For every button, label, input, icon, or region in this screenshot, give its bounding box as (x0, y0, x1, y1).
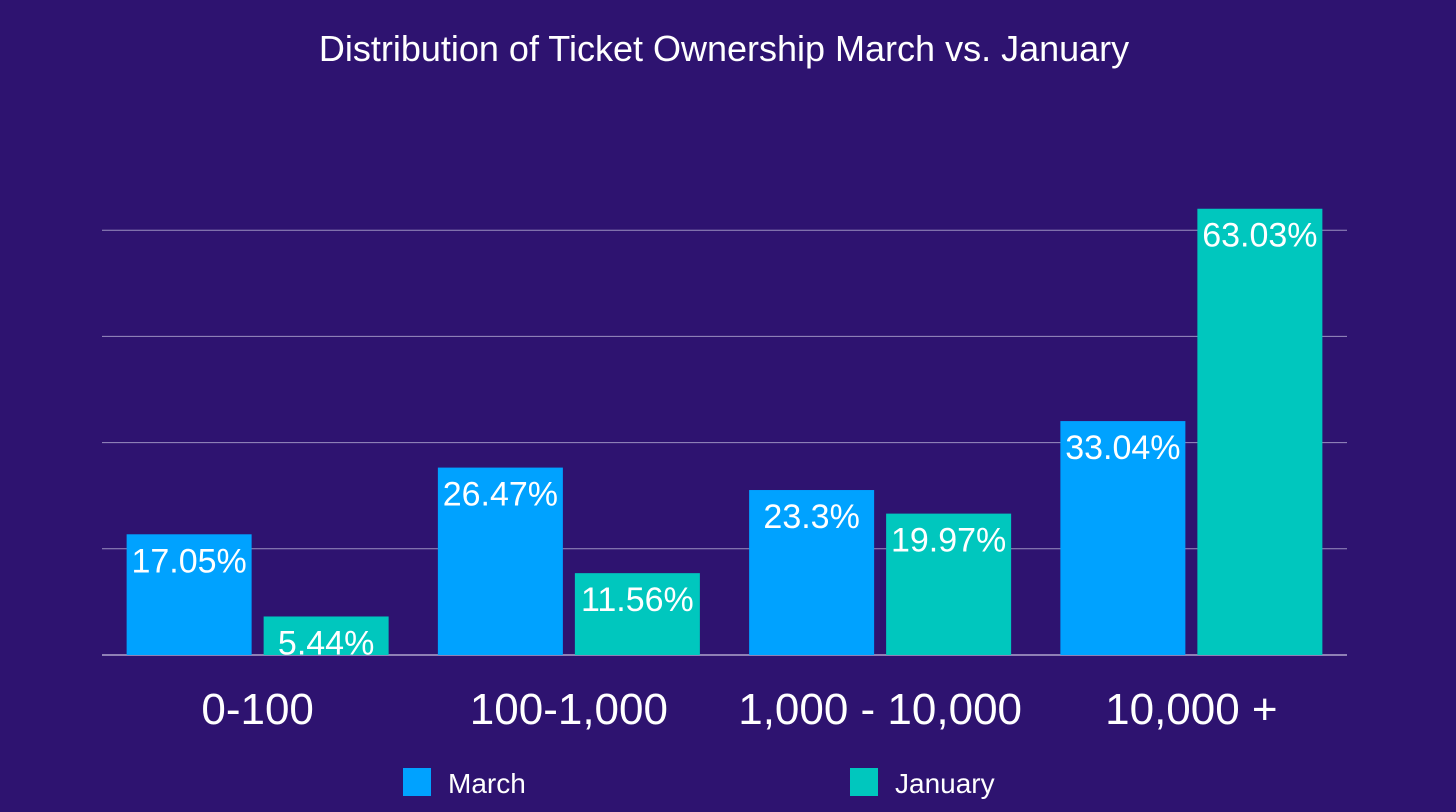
legend-item-january: January (850, 768, 995, 799)
legend-item-march: March (403, 768, 526, 799)
category-label-10-000: 10,000 + (1105, 685, 1278, 734)
data-label-march-100-1-000: 26.47% (443, 476, 558, 514)
category-labels: 0-100 100-1,000 1,000 - 10,000 10,000 + (201, 685, 1277, 734)
data-label-march-10-000: 33.04% (1065, 429, 1180, 467)
category-label-1-000-10-000: 1,000 - 10,000 (738, 685, 1022, 734)
bar-march-100-1-000 (437, 467, 563, 655)
data-label-january-10-000: 63.03% (1202, 217, 1317, 255)
data-label-january-0-100: 5.44% (278, 624, 374, 662)
bar-march-0-100 (126, 534, 252, 655)
data-label-march-1-000-10-000: 23.3% (763, 498, 859, 536)
legend-swatch-march (403, 768, 431, 796)
category-label-0-100: 0-100 (201, 685, 314, 734)
bars (126, 208, 1323, 655)
chart-title: Distribution of Ticket Ownership March v… (319, 28, 1129, 69)
legend: March January (403, 768, 995, 799)
bar-january-0-100 (263, 616, 389, 655)
data-labels: 17.05% 5.44% 26.47% 11.56% 23.3% 19.97% 33.04%… (131, 217, 1317, 663)
bar-january-100-1-000 (574, 573, 700, 655)
data-label-january-1-000-10-000: 19.97% (891, 522, 1006, 560)
legend-label-january: January (895, 768, 995, 799)
data-label-january-100-1-000: 11.56% (581, 581, 694, 619)
category-label-100-1-000: 100-1,000 (470, 685, 668, 734)
data-label-march-0-100: 17.05% (131, 542, 246, 580)
legend-label-march: March (448, 768, 526, 799)
bar-march-10-000 (1060, 421, 1186, 655)
legend-swatch-january (850, 768, 878, 796)
bar-march-1-000-10-000 (749, 490, 875, 655)
bar-january-10-000 (1197, 208, 1323, 655)
bar-january-1-000-10-000 (886, 513, 1012, 655)
